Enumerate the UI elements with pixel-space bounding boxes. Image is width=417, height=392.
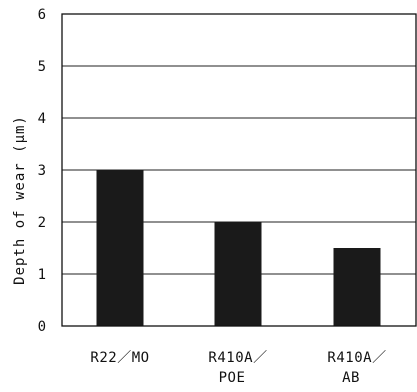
y-axis-label: Depth of wear (μm): [12, 115, 28, 285]
y-tick-label: 3: [38, 163, 46, 179]
bar: [214, 222, 262, 326]
x-category-label: R410A／: [208, 350, 267, 366]
y-tick-labels: 0 1 2 3 4 5 6: [38, 7, 46, 335]
bar: [96, 170, 144, 326]
bar: [333, 248, 381, 326]
x-category-label: AB: [342, 370, 360, 386]
plot-frame: [61, 13, 417, 327]
y-tick-label: 5: [38, 59, 46, 75]
y-tick-label: 2: [38, 215, 46, 231]
y-tick-label: 6: [38, 7, 46, 23]
y-tick-label: 4: [38, 111, 46, 127]
x-category-label: R22／MO: [90, 350, 149, 366]
bars: [96, 170, 381, 326]
x-category-label: R410A／: [327, 350, 386, 366]
x-category-labels: R22／MO R410A／ POE R410A／ AB: [90, 350, 386, 386]
y-tick-label: 1: [38, 267, 46, 283]
x-category-label: POE: [219, 370, 246, 386]
y-tick-label: 0: [38, 319, 46, 335]
axes: [61, 13, 417, 327]
